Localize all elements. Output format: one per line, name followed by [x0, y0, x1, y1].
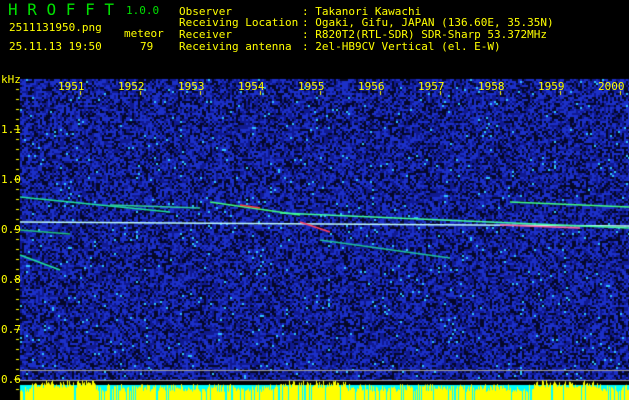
observer-label: Observer — [179, 5, 232, 18]
time-tick-label: 2000 — [598, 80, 625, 93]
receiver-label: Receiver — [179, 28, 232, 41]
observer-value: : Takanori Kawachi — [302, 5, 422, 18]
location-label: Receiving Location — [179, 16, 299, 29]
time-tick-label: 1952 — [118, 80, 145, 93]
filename: 2511131950.png — [9, 21, 102, 34]
y-tick-label: 1.0 — [1, 173, 21, 186]
time-tick-label: 1958 — [478, 80, 505, 93]
y-unit-label: kHz — [1, 73, 21, 86]
meteor-count-value: 79 — [140, 40, 154, 53]
y-tick-label: 0.8 — [1, 273, 21, 286]
app-version: 1.0.0 — [126, 4, 160, 17]
time-tick-label: 1953 — [178, 80, 205, 93]
location-value: : Ogaki, Gifu, JAPAN (136.60E, 35.35N) — [302, 16, 554, 29]
datetime: 25.11.13 19:50 — [9, 40, 102, 53]
y-tick-label: 0.6 — [1, 373, 21, 386]
time-tick-label: 1954 — [238, 80, 265, 93]
time-tick-label: 1956 — [358, 80, 385, 93]
y-tick-label: 0.9 — [1, 223, 21, 236]
y-tick-label: 0.7 — [1, 323, 21, 336]
y-tick-label: 1.1 — [1, 123, 21, 136]
antenna-label: Receiving antenna — [179, 40, 292, 53]
time-tick-label: 1959 — [538, 80, 565, 93]
time-tick-label: 1957 — [418, 80, 445, 93]
time-tick-label: 1951 — [58, 80, 85, 93]
antenna-value: : 2el-HB9CV Vertical (el. E-W) — [302, 40, 501, 53]
receiver-value: : R820T2(RTL-SDR) SDR-Sharp 53.372MHz — [302, 28, 548, 41]
time-tick-label: 1955 — [298, 80, 325, 93]
app-title: H R O F F T — [8, 0, 114, 19]
meteor-count-label: meteor — [124, 27, 164, 40]
